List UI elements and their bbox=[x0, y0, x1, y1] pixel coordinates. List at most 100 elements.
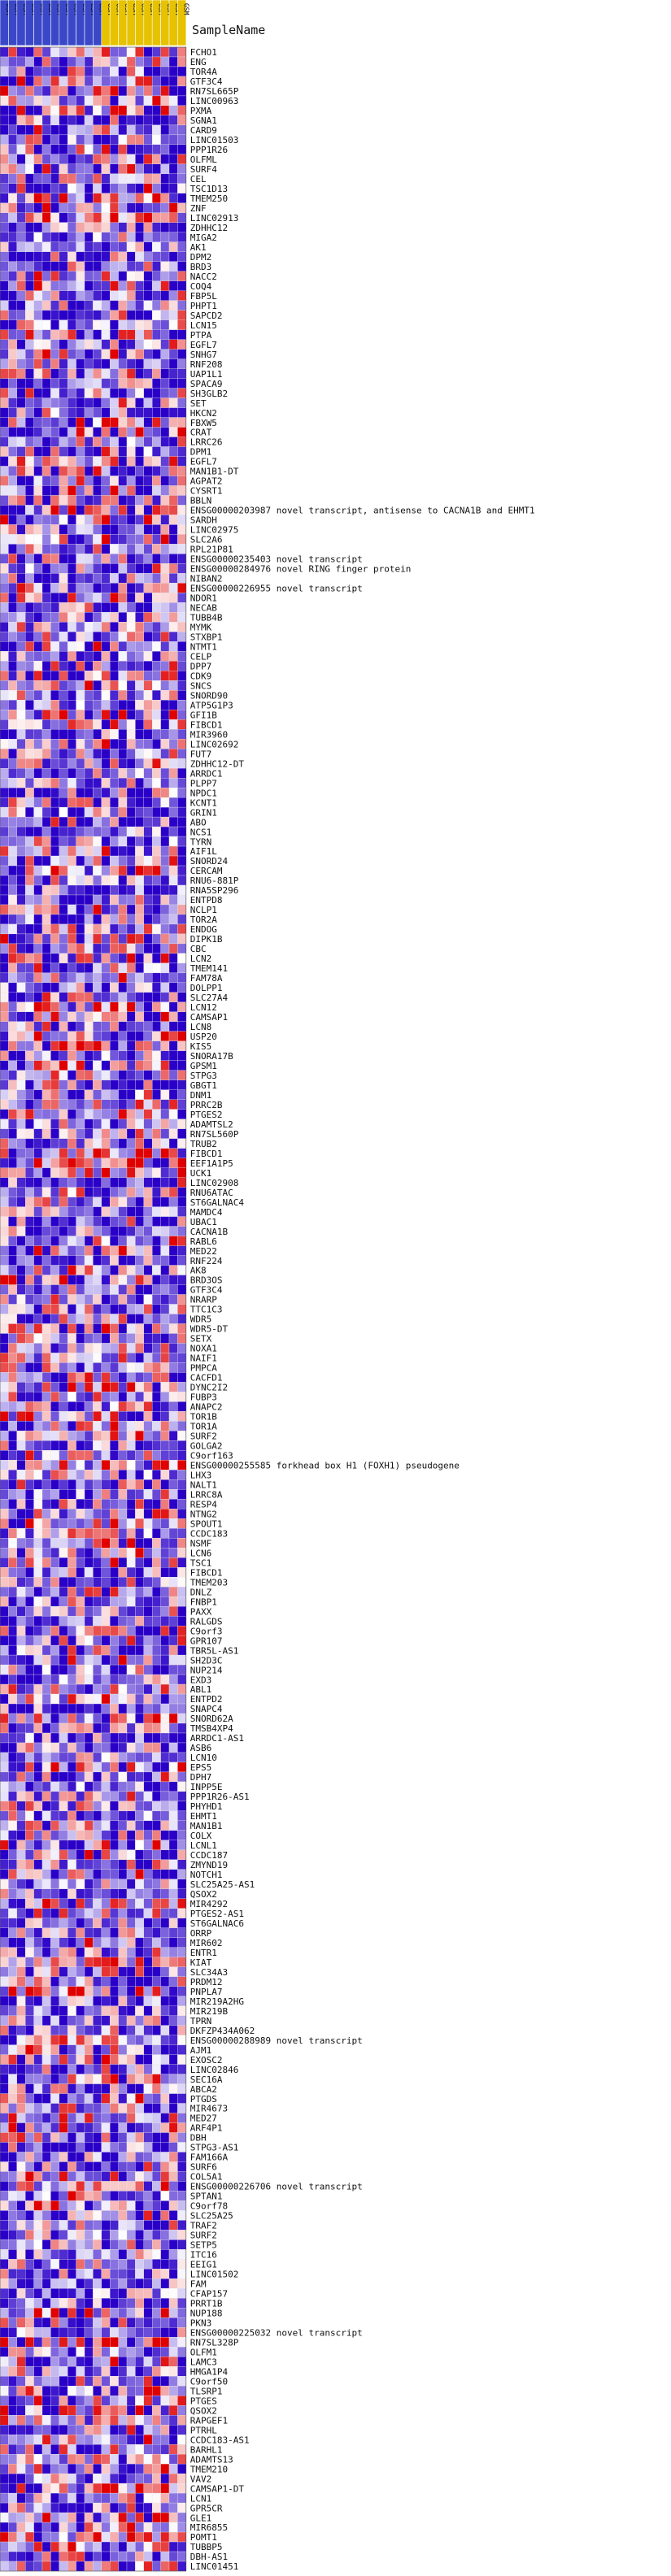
heatmap-cell bbox=[152, 651, 161, 662]
heatmap-cell bbox=[50, 787, 59, 798]
heatmap-cell bbox=[160, 1089, 170, 1100]
heatmap-cell bbox=[84, 767, 94, 779]
heatmap-cell bbox=[177, 826, 186, 837]
heatmap-cell bbox=[135, 2064, 144, 2074]
heatmap-cell bbox=[126, 1372, 136, 1383]
heatmap-cell bbox=[8, 1703, 17, 1714]
heatmap-cell bbox=[152, 671, 161, 681]
heatmap-cell bbox=[41, 251, 51, 262]
heatmap-cell bbox=[33, 612, 43, 623]
heatmap-cell bbox=[50, 1732, 59, 1744]
heatmap-cell bbox=[160, 2161, 170, 2172]
heatmap-cell bbox=[68, 690, 76, 701]
heatmap-cell bbox=[0, 749, 9, 759]
heatmap-cell bbox=[84, 710, 94, 720]
heatmap-cell bbox=[135, 193, 144, 203]
heatmap-cell bbox=[41, 1236, 51, 1246]
heatmap-cell bbox=[84, 1888, 94, 1899]
heatmap-cell bbox=[93, 836, 102, 847]
heatmap-cell bbox=[118, 212, 128, 223]
heatmap-cell bbox=[33, 1548, 43, 1558]
heatmap-cell bbox=[143, 1625, 153, 1636]
heatmap-cell bbox=[160, 1577, 170, 1588]
heatmap-cell bbox=[0, 1587, 9, 1597]
heatmap-cell bbox=[135, 1021, 144, 1032]
heatmap-cell bbox=[41, 1294, 51, 1305]
heatmap-cell bbox=[84, 1216, 94, 1227]
heatmap-cell bbox=[68, 923, 76, 935]
heatmap-cell bbox=[152, 1820, 161, 1831]
heatmap-cell bbox=[126, 1644, 136, 1656]
heatmap-cell bbox=[16, 56, 26, 67]
heatmap-cell bbox=[84, 76, 94, 87]
heatmap-cell bbox=[93, 875, 102, 886]
heatmap-cell bbox=[135, 1206, 144, 1217]
heatmap-cell bbox=[168, 1099, 178, 1110]
heatmap-cell bbox=[160, 1011, 170, 1022]
heatmap-cell bbox=[118, 388, 128, 398]
heatmap-cell bbox=[25, 476, 34, 486]
heatmap-cell bbox=[118, 1605, 128, 1617]
heatmap-cell bbox=[25, 2113, 34, 2123]
heatmap-cell bbox=[84, 1411, 94, 1422]
heatmap-cell bbox=[59, 2035, 68, 2045]
heatmap-cell bbox=[16, 826, 26, 837]
heatmap-cell bbox=[59, 1908, 68, 1918]
heatmap-cell bbox=[8, 622, 17, 632]
heatmap-cell bbox=[84, 1450, 94, 1461]
heatmap-cell bbox=[84, 816, 94, 828]
heatmap-cell bbox=[16, 544, 26, 554]
heatmap-cell bbox=[143, 1479, 153, 1490]
heatmap-cell bbox=[101, 1040, 111, 1051]
heatmap-cell bbox=[101, 1703, 111, 1714]
heatmap-cell bbox=[59, 2005, 68, 2016]
heatmap-cell bbox=[168, 1040, 178, 1051]
heatmap-cell bbox=[84, 1499, 94, 1510]
heatmap-cell bbox=[93, 329, 102, 340]
heatmap-cell bbox=[50, 836, 59, 847]
heatmap-cell bbox=[93, 923, 102, 935]
heatmap-cell bbox=[118, 1431, 128, 1441]
heatmap-cell bbox=[152, 427, 161, 437]
heatmap-cell bbox=[177, 378, 186, 389]
heatmap-cell bbox=[118, 358, 128, 369]
heatmap-cell bbox=[33, 2113, 43, 2123]
heatmap-cell bbox=[68, 845, 76, 857]
heatmap-cell bbox=[59, 1849, 68, 1860]
heatmap-cell bbox=[152, 524, 161, 535]
heatmap-cell bbox=[177, 554, 186, 564]
heatmap-cell bbox=[152, 865, 161, 876]
heatmap-cell bbox=[16, 602, 26, 613]
heatmap-cell bbox=[68, 1206, 76, 1217]
heatmap-cell bbox=[50, 1693, 59, 1705]
heatmap-cell bbox=[177, 1927, 186, 1938]
heatmap-cell bbox=[168, 2015, 178, 2026]
heatmap-cell bbox=[152, 1079, 161, 1090]
heatmap-cell bbox=[110, 1440, 119, 1451]
heatmap-cell bbox=[59, 1167, 68, 1178]
heatmap-cell bbox=[68, 466, 76, 476]
heatmap-cell bbox=[41, 437, 51, 447]
heatmap-cell bbox=[177, 437, 186, 447]
heatmap-cell bbox=[0, 193, 9, 203]
heatmap-cell bbox=[118, 1742, 128, 1753]
heatmap-cell bbox=[168, 1664, 178, 1675]
heatmap-cell bbox=[68, 115, 76, 126]
heatmap-cell bbox=[168, 1830, 178, 1841]
heatmap-cell bbox=[68, 826, 76, 837]
heatmap-cell bbox=[101, 446, 111, 457]
heatmap-cell bbox=[110, 1625, 119, 1636]
heatmap-cell bbox=[33, 1011, 43, 1022]
heatmap-cell bbox=[25, 1499, 34, 1510]
heatmap-cell bbox=[118, 1392, 128, 1402]
heatmap-cell bbox=[118, 554, 128, 564]
heatmap-cell bbox=[93, 1040, 102, 1051]
heatmap-cell bbox=[168, 2230, 178, 2240]
heatmap-cell bbox=[8, 583, 17, 593]
heatmap-cell bbox=[126, 1158, 136, 1168]
heatmap-cell bbox=[118, 1314, 128, 1324]
heatmap-cell bbox=[143, 1011, 153, 1022]
heatmap-cell bbox=[168, 271, 178, 281]
heatmap-cell bbox=[168, 729, 178, 740]
heatmap-cell bbox=[68, 437, 76, 447]
